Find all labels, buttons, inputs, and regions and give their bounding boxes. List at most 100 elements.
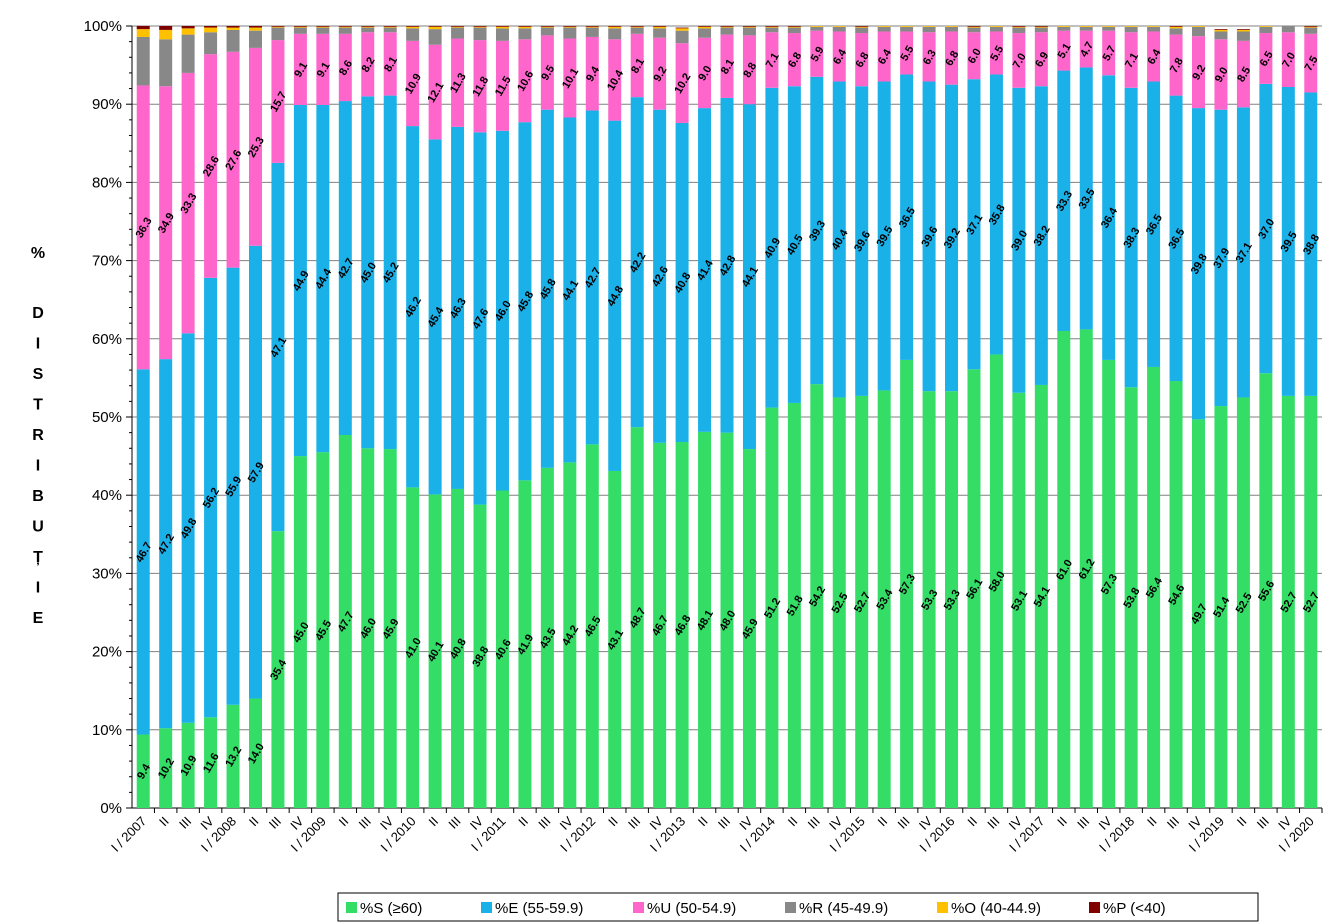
- bar-segment: [226, 27, 240, 30]
- bar-segment: [720, 432, 734, 808]
- bar-segment: [563, 117, 577, 463]
- bar-segment: [1304, 395, 1318, 808]
- bar-segment: [159, 39, 173, 87]
- bar-segment: [675, 30, 689, 44]
- bar-segment: [765, 26, 779, 28]
- y-axis-label-char: I: [36, 458, 40, 475]
- bar-segment: [495, 40, 509, 131]
- bar-segment: [1124, 32, 1138, 88]
- bar-segment: [1012, 392, 1026, 808]
- bar-segment: [1034, 86, 1048, 385]
- bar-segment: [204, 54, 218, 278]
- bar-segment: [406, 126, 420, 488]
- bar-segment: [1034, 26, 1048, 27]
- bar-segment: [451, 27, 465, 39]
- bar-segment: [1281, 86, 1295, 396]
- bar-segment: [787, 33, 801, 87]
- x-tick-label: II: [515, 814, 531, 830]
- bar-segment: [136, 734, 150, 808]
- bar-segment: [675, 442, 689, 808]
- bar-segment: [293, 26, 307, 27]
- y-axis-label-char: Ț: [33, 549, 43, 566]
- bar-segment: [855, 26, 869, 28]
- bar-segment: [1214, 31, 1228, 40]
- bar-segment: [765, 26, 779, 27]
- bar-segment: [967, 26, 981, 28]
- bar-segment: [1034, 27, 1048, 33]
- bar-segment: [1079, 67, 1093, 330]
- bar-segment: [653, 26, 667, 29]
- bar-segment: [1214, 29, 1228, 32]
- bar-segment: [540, 27, 554, 36]
- bar-segment: [204, 26, 218, 28]
- bar-segment: [293, 27, 307, 34]
- bar-segment: [877, 31, 891, 82]
- bar-segment: [608, 120, 622, 471]
- bar-segment: [159, 359, 173, 729]
- bar-segment: [945, 84, 959, 392]
- bar-segment: [495, 28, 509, 41]
- bar-segment: [1236, 107, 1250, 398]
- bar-segment: [1147, 81, 1161, 367]
- bar-segment: [1147, 26, 1161, 27]
- legend-swatch: [1089, 902, 1100, 913]
- legend-entry: %E (55-59.9): [495, 900, 583, 917]
- y-axis-label-char: T: [33, 397, 43, 414]
- bar-segment: [1169, 26, 1183, 27]
- bar-segment: [563, 26, 577, 28]
- bar-segment: [1304, 26, 1318, 27]
- bar-segment: [945, 26, 959, 27]
- bar-segment: [271, 26, 285, 28]
- bar-segment: [338, 33, 352, 102]
- legend-entry: %O (40-44.9): [951, 900, 1041, 917]
- bar-segment: [563, 26, 577, 27]
- bar-segment: [922, 26, 936, 33]
- bar-segment: [495, 26, 509, 29]
- bar-segment: [540, 467, 554, 808]
- bar-segment: [742, 26, 756, 28]
- y-tick-label: 0%: [100, 800, 122, 817]
- x-tick-label: II: [1144, 814, 1160, 830]
- bar-segment: [136, 26, 150, 30]
- bar-segment: [698, 26, 712, 29]
- bar-segment: [338, 27, 352, 34]
- bar-segment: [653, 28, 667, 38]
- x-tick-label: III: [805, 814, 823, 832]
- bar-segment: [136, 36, 150, 86]
- bar-segment: [540, 26, 554, 27]
- bar-segment: [1192, 419, 1206, 808]
- bar-segment: [1034, 32, 1048, 87]
- bar-segment: [720, 97, 734, 433]
- bar-segment: [540, 109, 554, 468]
- bar-segment: [855, 86, 869, 396]
- x-tick-label: II: [246, 814, 262, 830]
- bar-segment: [271, 162, 285, 532]
- bar-segment: [1057, 330, 1071, 808]
- bar-segment: [473, 504, 487, 808]
- bar-segment: [495, 490, 509, 808]
- bar-segment: [585, 444, 599, 808]
- bar-segment: [136, 85, 150, 370]
- bar-segment: [226, 267, 240, 705]
- bar-segment: [967, 26, 981, 27]
- bar-segment: [765, 407, 779, 808]
- bar-segment: [922, 81, 936, 392]
- bar-segment: [698, 431, 712, 808]
- bar-segment: [271, 40, 285, 163]
- legend-entry: %S (≥60): [360, 900, 422, 917]
- bar-segment: [518, 28, 532, 40]
- bar-segment: [383, 449, 397, 808]
- bar-segment: [451, 26, 465, 27]
- bar-segment: [1259, 83, 1273, 374]
- bar-segment: [248, 27, 262, 31]
- bar-segment: [787, 26, 801, 27]
- bar-segment: [1236, 29, 1250, 32]
- bar-segment: [742, 26, 756, 27]
- x-tick-label: II: [1234, 814, 1250, 830]
- bar-segment: [518, 480, 532, 808]
- bar-segment: [742, 104, 756, 450]
- x-tick-label: II: [1054, 814, 1070, 830]
- bar-segment: [383, 95, 397, 450]
- bar-segment: [787, 86, 801, 403]
